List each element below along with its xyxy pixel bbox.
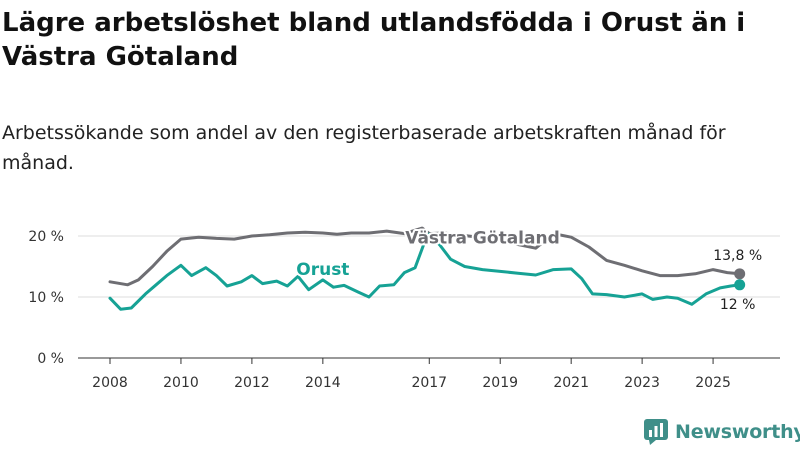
series-line-v-stra-g-taland bbox=[108, 226, 742, 287]
x-tick-label: 2023 bbox=[624, 375, 660, 391]
y-tick-label: 10 % bbox=[28, 290, 64, 306]
series-end-label: 13,8 % bbox=[713, 248, 762, 264]
series-end-label: 12 % bbox=[720, 297, 756, 313]
chart-title: Lägre arbetslöshet bland utlandsfödda i … bbox=[2, 8, 746, 72]
newsworthy-logo-icon bbox=[644, 419, 668, 445]
x-tick-label: 2019 bbox=[482, 375, 518, 391]
newsworthy-logo: Newsworthy bbox=[644, 419, 800, 445]
series-annotation-label: Orust bbox=[296, 260, 349, 280]
series-end-point-v-stra-g-taland bbox=[734, 268, 746, 280]
y-tick-label: 20 % bbox=[28, 229, 64, 245]
x-tick-label: 2012 bbox=[234, 375, 270, 391]
chart-subtitle: Arbetssökande som andel av den registerb… bbox=[2, 122, 726, 174]
y-tick-label: 0 % bbox=[37, 351, 64, 367]
series-line-orust bbox=[108, 232, 742, 311]
x-tick-label: 2025 bbox=[695, 375, 731, 391]
series-annotation-label: Västra Götaland bbox=[405, 228, 560, 248]
x-tick-label: 2021 bbox=[553, 375, 589, 391]
x-tick-label: 2017 bbox=[411, 375, 447, 391]
series-end-point-orust bbox=[734, 279, 746, 291]
x-tick-label: 2010 bbox=[163, 375, 199, 391]
x-tick-label: 2014 bbox=[305, 375, 341, 391]
x-tick-label: 2008 bbox=[92, 375, 128, 391]
newsworthy-logo-text: Newsworthy bbox=[675, 421, 800, 443]
